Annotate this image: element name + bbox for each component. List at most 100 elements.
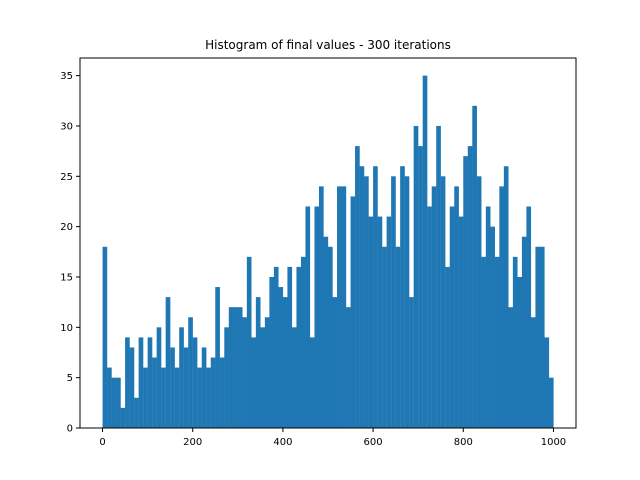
histogram-bar — [490, 226, 495, 428]
histogram-bar — [332, 297, 338, 428]
histogram-bar — [314, 206, 320, 428]
histogram-bar — [206, 367, 211, 428]
histogram-bar — [404, 176, 410, 428]
histogram-bar — [246, 256, 252, 428]
bars-group — [102, 75, 554, 429]
histogram-bar — [440, 176, 446, 428]
histogram-bar — [395, 246, 401, 428]
y-tick-label: 0 — [67, 424, 73, 435]
histogram-bar — [102, 246, 108, 428]
x-tick-label: 1000 — [541, 437, 566, 448]
histogram-bar — [138, 337, 144, 428]
histogram-bar — [174, 367, 180, 428]
histogram-bar — [494, 256, 500, 428]
histogram-bar — [458, 216, 464, 428]
histogram-bar — [463, 156, 468, 428]
histogram-bar — [237, 307, 243, 428]
histogram-bar — [323, 236, 329, 428]
chart-title: Histogram of final values - 300 iteratio… — [205, 38, 451, 52]
histogram-bar — [530, 317, 536, 428]
histogram-bar — [201, 347, 207, 428]
histogram-bar — [215, 287, 220, 428]
histogram-bar — [129, 347, 135, 428]
x-tick-label: 800 — [454, 437, 473, 448]
histogram-bar — [300, 256, 306, 428]
histogram-bar — [503, 166, 509, 429]
histogram-bar — [305, 206, 311, 428]
histogram-bar — [242, 317, 247, 428]
ticks-group: 0 200 400 600 800 1000 0 5 10 15 20 25 30 35 — [60, 71, 566, 448]
histogram-bar — [418, 146, 423, 428]
histogram-bar — [318, 186, 324, 428]
histogram-bar — [233, 307, 238, 428]
histogram-bar — [116, 377, 121, 428]
x-tick-label: 200 — [183, 437, 202, 448]
plot-area-frame — [79, 57, 577, 429]
histogram-bar — [287, 266, 293, 428]
histogram-bar — [346, 307, 351, 428]
histogram-bar — [409, 297, 414, 428]
histogram-bar — [368, 216, 374, 428]
histogram-bar — [291, 327, 297, 428]
histogram-bar — [224, 327, 229, 428]
histogram-bar — [264, 317, 270, 428]
histogram-bar — [143, 367, 148, 428]
histogram-bar — [508, 307, 514, 428]
y-tick-label: 10 — [60, 323, 73, 334]
histogram-bar — [499, 186, 505, 428]
histogram-bar — [431, 186, 437, 428]
histogram-bar — [197, 367, 202, 428]
histogram-bar — [449, 206, 455, 428]
histogram-bar — [476, 176, 482, 428]
histogram-bar — [125, 337, 130, 428]
histogram-bar — [179, 327, 184, 428]
histogram-bar — [188, 317, 193, 428]
histogram-bar — [296, 266, 302, 428]
histogram-bar — [481, 256, 486, 428]
y-tick-label: 15 — [60, 272, 73, 283]
histogram-bar — [517, 276, 523, 428]
histogram-bar — [269, 276, 275, 428]
histogram-bar — [485, 206, 491, 428]
histogram-bar — [341, 186, 347, 428]
x-tick-label: 600 — [364, 437, 383, 448]
y-tick-label: 30 — [60, 121, 73, 132]
histogram-bar — [210, 357, 216, 428]
histogram-bar — [386, 216, 392, 428]
histogram-bar — [467, 146, 473, 428]
histogram-bar — [309, 337, 315, 428]
histogram-bar — [445, 266, 450, 428]
y-tick-label: 20 — [60, 222, 73, 233]
histogram-bar — [373, 166, 378, 429]
histogram-bar — [273, 266, 279, 428]
histogram-bar — [377, 216, 383, 428]
histogram-bar — [539, 246, 545, 428]
histogram-bar — [359, 166, 365, 429]
histogram-bar — [192, 337, 198, 428]
histogram-bar — [400, 166, 405, 429]
histogram-bar — [544, 337, 550, 428]
histogram-bar — [260, 327, 266, 428]
histogram-bar — [355, 146, 360, 428]
histogram-bar — [228, 307, 234, 428]
histogram-bar — [170, 347, 175, 428]
histogram-bar — [282, 297, 288, 428]
histogram-bar — [328, 246, 333, 428]
histogram-bar — [454, 186, 459, 428]
histogram-bar — [278, 287, 284, 428]
histogram-bar — [472, 105, 477, 428]
histogram-bar — [436, 125, 441, 429]
histogram-bar — [111, 377, 117, 428]
histogram-bar — [413, 125, 419, 429]
histogram-bar — [427, 206, 432, 428]
x-tick-label: 0 — [99, 437, 105, 448]
histogram-bar — [120, 407, 126, 428]
histogram-bar — [156, 327, 162, 428]
histogram-bar — [251, 337, 257, 428]
y-tick-label: 25 — [60, 172, 73, 183]
histogram-bar — [134, 397, 139, 428]
histogram-bar — [521, 236, 527, 428]
histogram-bar — [512, 256, 518, 428]
y-tick-label: 5 — [67, 373, 73, 384]
